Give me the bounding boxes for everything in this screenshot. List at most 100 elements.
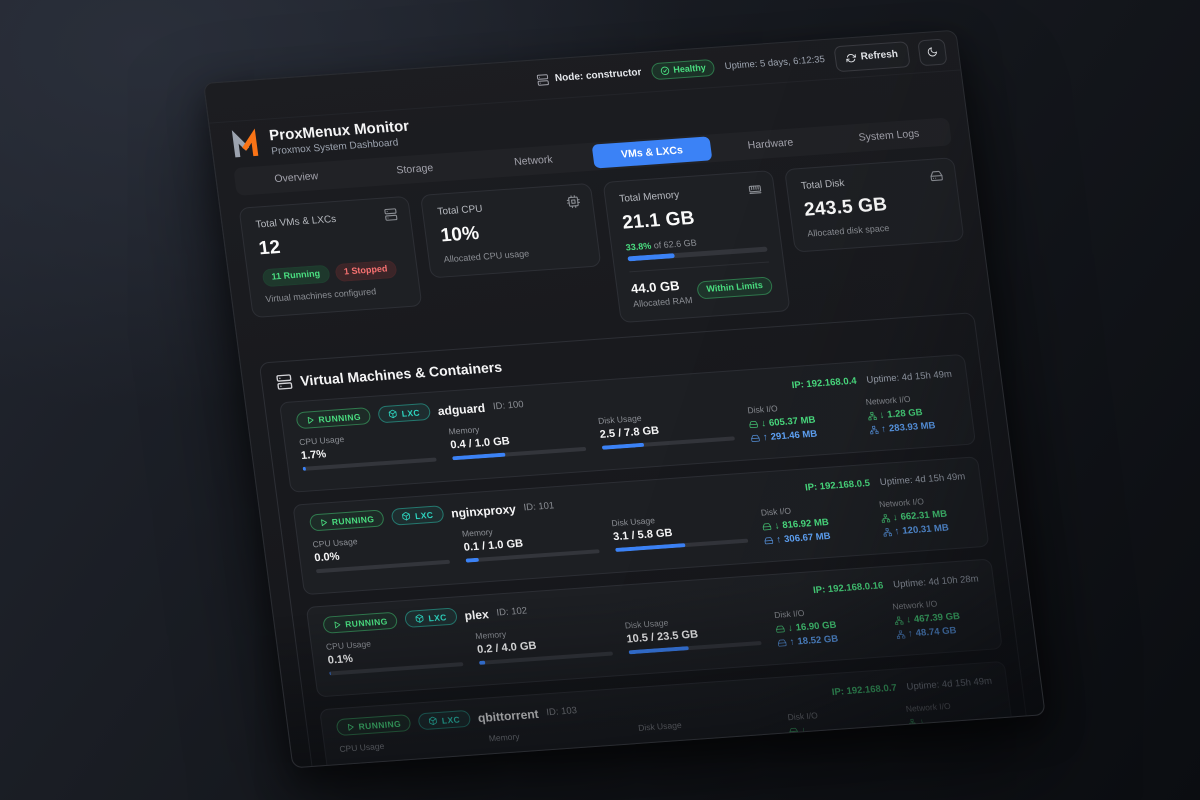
disk-metric: Disk Usage 3.1 / 5.8 GB: [611, 509, 749, 553]
disk-metric: Disk Usage: [638, 713, 776, 757]
disk-io-write: 291.46 MB: [770, 428, 818, 443]
container-icon: [389, 409, 398, 419]
check-circle-icon: [660, 66, 670, 76]
cpu-metric: CPU Usage 1.7%: [299, 428, 437, 471]
card-total-vms: Total VMs & LXCs 12 11 Running 1 Stopped…: [238, 195, 423, 318]
card-caption: Virtual machines configured: [264, 286, 377, 304]
memory-metric: Memory 0.1 / 1.0 GB: [461, 519, 600, 563]
card-caption: Allocated CPU usage: [443, 248, 530, 265]
tab-system-logs[interactable]: System Logs: [857, 127, 921, 144]
running-badge: 11 Running: [261, 264, 331, 287]
node-label: Node: constructor: [554, 67, 643, 85]
server-icon: [276, 374, 293, 390]
card-caption: Allocated disk space: [806, 222, 890, 239]
arrow-up-icon: ↑: [762, 432, 769, 444]
container-icon: [416, 614, 424, 623]
vm-name: adguard: [436, 400, 486, 418]
status-badge: RUNNING: [308, 509, 386, 532]
disk-io-write: 18.52 GB: [796, 633, 839, 648]
disk-progressbar: [641, 743, 776, 757]
vm-uptime: Uptime: 4d 15h 49m: [905, 675, 993, 693]
moon-icon: [927, 47, 937, 57]
tab-storage[interactable]: Storage: [395, 161, 434, 177]
allocated-ram-value: 44.0 GB: [630, 277, 681, 297]
refresh-icon: [845, 53, 856, 62]
hard-drive-icon: [751, 434, 761, 442]
disk-io: Disk I/O ↓ 605.37 MB ↑ 291.46 MB: [746, 403, 818, 444]
disk-io-write: 306.67 MB: [783, 530, 832, 546]
vm-row[interactable]: RUNNING LXC adguard ID: 100 IP: 192.168.…: [278, 353, 977, 493]
memory-metric: Memory: [488, 724, 626, 768]
server-icon: [537, 73, 550, 86]
health-badge-label: Healthy: [672, 62, 707, 75]
hard-drive-icon: [764, 537, 774, 545]
vm-row[interactable]: RUNNING LXC nginxproxy ID: 101 IP: 192.1…: [292, 456, 990, 596]
network-icon: [869, 425, 879, 435]
hard-drive-icon: [749, 420, 759, 429]
hard-drive-icon: [789, 727, 799, 735]
disk-metric: Disk Usage 2.5 / 7.8 GB: [597, 407, 736, 450]
proxmenux-logo: [231, 128, 259, 158]
net-io-up: 283.93 MB: [888, 420, 937, 435]
hard-drive-icon: [791, 741, 801, 749]
play-icon: [334, 621, 341, 628]
tab-vms-lxcs[interactable]: VMs & LXCs: [591, 136, 713, 169]
arrow-up-icon: ↑: [802, 738, 809, 751]
node-info: Node: constructor: [536, 67, 642, 86]
arrow-down-icon: ↓: [878, 409, 885, 422]
card-title: Total VMs & LXCs: [255, 213, 337, 231]
refresh-label: Refresh: [860, 48, 899, 63]
play-icon: [347, 723, 354, 731]
cpu-icon: [566, 195, 580, 209]
vm-row[interactable]: RUNNING LXC plex ID: 102 IP: 192.168.0.1…: [305, 558, 1003, 698]
server-icon: [384, 208, 398, 221]
net-io-down: 662.31 MB: [899, 508, 948, 523]
type-badge: LXC: [417, 709, 472, 731]
topbar: Node: constructor Healthy Uptime: 5 days…: [204, 30, 961, 124]
vm-name: qbittorrent: [477, 706, 540, 725]
tab-hardware[interactable]: Hardware: [746, 136, 794, 152]
arrow-up-icon: ↑: [880, 423, 887, 435]
memory-of-label: of 62.6 GB: [653, 237, 698, 251]
tab-network[interactable]: Network: [513, 153, 554, 169]
network-icon: [896, 630, 906, 639]
health-badge: Healthy: [650, 58, 716, 81]
network-icon: [910, 732, 919, 742]
arrow-down-icon: ↓: [905, 614, 912, 626]
uptime-text: Uptime: 5 days, 6:12:35: [724, 54, 826, 73]
card-value: 21.1 GB: [621, 207, 696, 234]
disk-io: Disk I/O ↓ 16.90 GB ↑ 18.52 GB: [773, 607, 839, 648]
card-value: 12: [257, 237, 282, 260]
status-badge: RUNNING: [322, 611, 399, 634]
refresh-button[interactable]: Refresh: [833, 40, 911, 72]
vm-name: nginxproxy: [450, 501, 517, 520]
vm-id: ID: 100: [492, 399, 525, 413]
network-io: Network I/O ↓ 662.31 MB ↑ 120.31 MB: [878, 496, 950, 538]
card-title: Total Memory: [618, 189, 680, 205]
container-icon: [429, 716, 438, 725]
net-io-down: 1.28 GB: [886, 407, 924, 421]
card-total-cpu: Total CPU 10% Allocated CPU usage: [420, 182, 601, 279]
arrow-up-icon: ↑: [894, 525, 901, 538]
cpu-metric: CPU Usage 0.1%: [325, 632, 464, 676]
arrow-down-icon: ↓: [800, 725, 807, 737]
network-icon: [908, 718, 917, 728]
card-title: Total CPU: [436, 203, 484, 218]
network-icon: [868, 411, 877, 421]
arrow-up-icon: ↑: [775, 534, 782, 546]
tab-overview[interactable]: Overview: [273, 170, 319, 186]
vm-rows: RUNNING LXC adguard ID: 100 IP: 192.168.…: [278, 353, 1017, 769]
arrow-down-icon: ↓: [760, 418, 767, 430]
theme-toggle-button[interactable]: [917, 38, 948, 66]
cpu-progressbar: [342, 764, 477, 769]
network-io: Network I/O ↓ 1.28 GB ↑ 283.93 MB: [865, 393, 937, 435]
arrow-up-icon: ↑: [789, 636, 796, 648]
memory-progressbar: [492, 753, 626, 768]
disk-io-read: 605.37 MB: [768, 414, 817, 429]
vm-ip: IP: 192.168.0.5: [804, 477, 871, 494]
network-icon: [881, 514, 891, 523]
vm-section: Virtual Machines & Containers RUNNING LX…: [258, 312, 1033, 769]
memory-icon: [748, 185, 762, 195]
hard-drive-icon: [763, 523, 772, 531]
disk-io-read: 16.90 GB: [795, 619, 838, 634]
